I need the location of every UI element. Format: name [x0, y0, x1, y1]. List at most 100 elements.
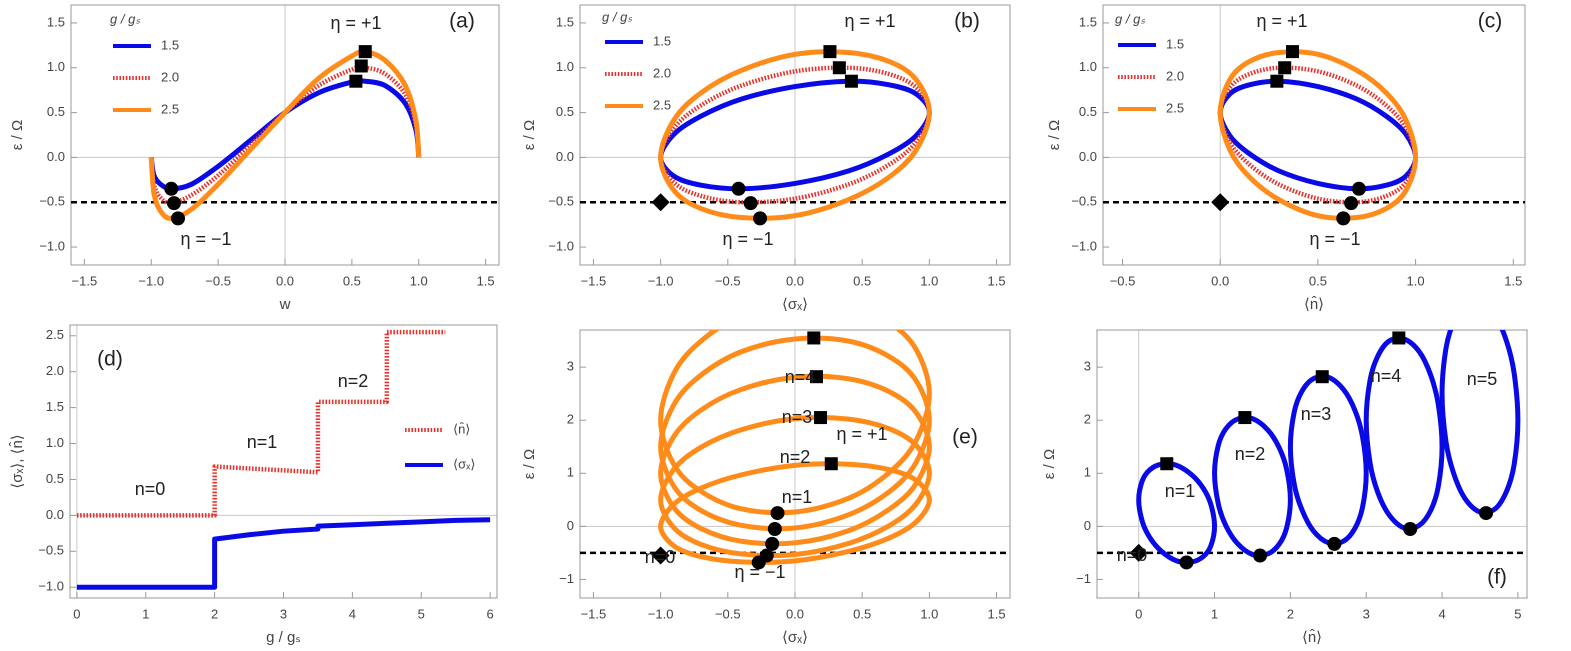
y-tick-label: 1.0 — [46, 435, 64, 450]
annotation: η = +1 — [330, 13, 381, 33]
x-axis-label: ⟨n̂⟩ — [1302, 628, 1322, 645]
series-line — [76, 517, 491, 590]
y-axis-label: ε / Ω — [1041, 449, 1058, 479]
annotation: n=3 — [782, 407, 813, 427]
x-tick-label: 1.5 — [988, 606, 1006, 621]
marker-diamond — [651, 193, 670, 212]
marker-circle — [1327, 536, 1342, 551]
y-axis-label: ε / Ω — [1046, 120, 1063, 150]
annotation: η = −1 — [722, 229, 773, 249]
y-tick-label: 1.0 — [1079, 59, 1097, 74]
y-tick-label: 1.0 — [47, 59, 65, 74]
panel: −1.5 −1.0 −0.5 0.0 0.5 1.0 1.5 −1.0 −0.5 0.0 0.5 1.… — [521, 4, 1011, 313]
annotation: n=1 — [1165, 481, 1196, 501]
x-tick-label: −0.5 — [715, 606, 741, 621]
marker-square — [1286, 45, 1300, 59]
panel: −1.5 −1.0 −0.5 0.0 0.5 1.0 1.5 −1.0 −0.5 0.0 0.5 1.… — [9, 4, 500, 313]
plot-frame — [69, 324, 498, 599]
plot-area — [76, 329, 491, 590]
annotation: n=0 — [135, 479, 166, 499]
marker-circle — [1479, 506, 1494, 521]
marker-square — [824, 457, 838, 471]
annotation: n=0 — [1117, 545, 1148, 565]
y-tick-label: 1.5 — [1079, 14, 1097, 29]
y-tick-label: 1 — [1084, 465, 1091, 480]
x-tick-label: 1.5 — [1504, 273, 1522, 288]
series-line — [658, 461, 932, 565]
series-line — [1217, 65, 1418, 205]
y-tick-label: 0.0 — [46, 507, 64, 522]
y-tick-label: 3 — [1084, 359, 1091, 374]
marker-square — [358, 45, 372, 59]
plot-frame — [1102, 4, 1526, 266]
series-line — [1212, 415, 1293, 559]
y-tick-label: 0.5 — [556, 104, 574, 119]
x-tick-label: 6 — [486, 606, 493, 621]
series-line — [1136, 461, 1218, 565]
x-tick-label: 0.5 — [853, 606, 871, 621]
legend-title: g / gₛ — [602, 9, 632, 24]
marker-circle — [1403, 522, 1418, 537]
marker-circle — [164, 181, 179, 196]
series-line — [1439, 330, 1521, 516]
y-tick-label: −0.5 — [1071, 194, 1097, 209]
marker-square — [1238, 411, 1252, 425]
marker-square — [844, 74, 858, 88]
y-tick-label: −1 — [1076, 571, 1091, 586]
x-tick-label: 5 — [418, 606, 425, 621]
x-tick-label: 1.0 — [920, 273, 938, 288]
marker-square — [1160, 457, 1174, 471]
marker-circle — [171, 211, 185, 226]
x-tick-label: 0.5 — [1309, 273, 1327, 288]
legend-label: 2.0 — [1166, 68, 1184, 83]
series-line — [149, 64, 421, 206]
y-tick-label: 2 — [1084, 412, 1091, 427]
x-tick-label: 0.5 — [853, 273, 871, 288]
annotation: n=5 — [1467, 369, 1498, 389]
panel-label: (c) — [1478, 10, 1503, 33]
x-axis-label: ⟨n̂⟩ — [1304, 295, 1324, 312]
x-tick-label: 0 — [73, 606, 80, 621]
plot-area — [1103, 45, 1525, 226]
x-tick-label: 1.0 — [1407, 273, 1425, 288]
marker-circle — [1336, 211, 1351, 226]
plot-area — [71, 45, 499, 226]
y-tick-label: 1.0 — [556, 59, 574, 74]
annotation: η = +1 — [836, 424, 887, 444]
x-tick-label: 0.0 — [786, 273, 804, 288]
x-tick-label: −0.5 — [1110, 273, 1136, 288]
marker-circle — [753, 211, 768, 226]
y-tick-label: −0.5 — [39, 194, 65, 209]
x-tick-label: 0.0 — [1211, 273, 1229, 288]
y-tick-label: 1.5 — [556, 14, 574, 29]
x-tick-label: −1.5 — [72, 273, 98, 288]
series-line — [658, 373, 932, 547]
annotation: n=1 — [247, 432, 278, 452]
y-tick-label: 0.5 — [47, 104, 65, 119]
annotation: n=2 — [780, 447, 811, 467]
y-tick-label: 1 — [567, 465, 574, 480]
y-tick-label: 1.5 — [46, 399, 64, 414]
y-axis-label: ε / Ω — [521, 449, 538, 479]
legend-label: 1.5 — [161, 37, 179, 52]
series-line — [148, 48, 422, 221]
y-tick-label: −1.0 — [548, 239, 574, 254]
x-tick-label: 0.0 — [786, 606, 804, 621]
y-tick-label: 0.0 — [556, 149, 574, 164]
annotation: n=4 — [1371, 366, 1402, 386]
panel-label: (a) — [449, 10, 475, 33]
series-line — [1217, 49, 1419, 221]
plot-area — [580, 330, 1010, 570]
x-axis-label: w — [279, 296, 291, 313]
annotation: η = −1 — [180, 229, 231, 249]
annotation: n=3 — [1301, 404, 1332, 424]
x-tick-label: 1 — [1211, 606, 1218, 621]
x-tick-label: 1.0 — [920, 606, 938, 621]
series-line — [658, 330, 932, 516]
series-line — [658, 335, 932, 532]
y-axis-label: ⟨σₓ⟩, ⟨n̂⟩ — [8, 434, 25, 488]
annotation: η = −1 — [1309, 229, 1360, 249]
x-tick-label: 3 — [280, 606, 287, 621]
x-tick-label: −1.0 — [648, 273, 674, 288]
